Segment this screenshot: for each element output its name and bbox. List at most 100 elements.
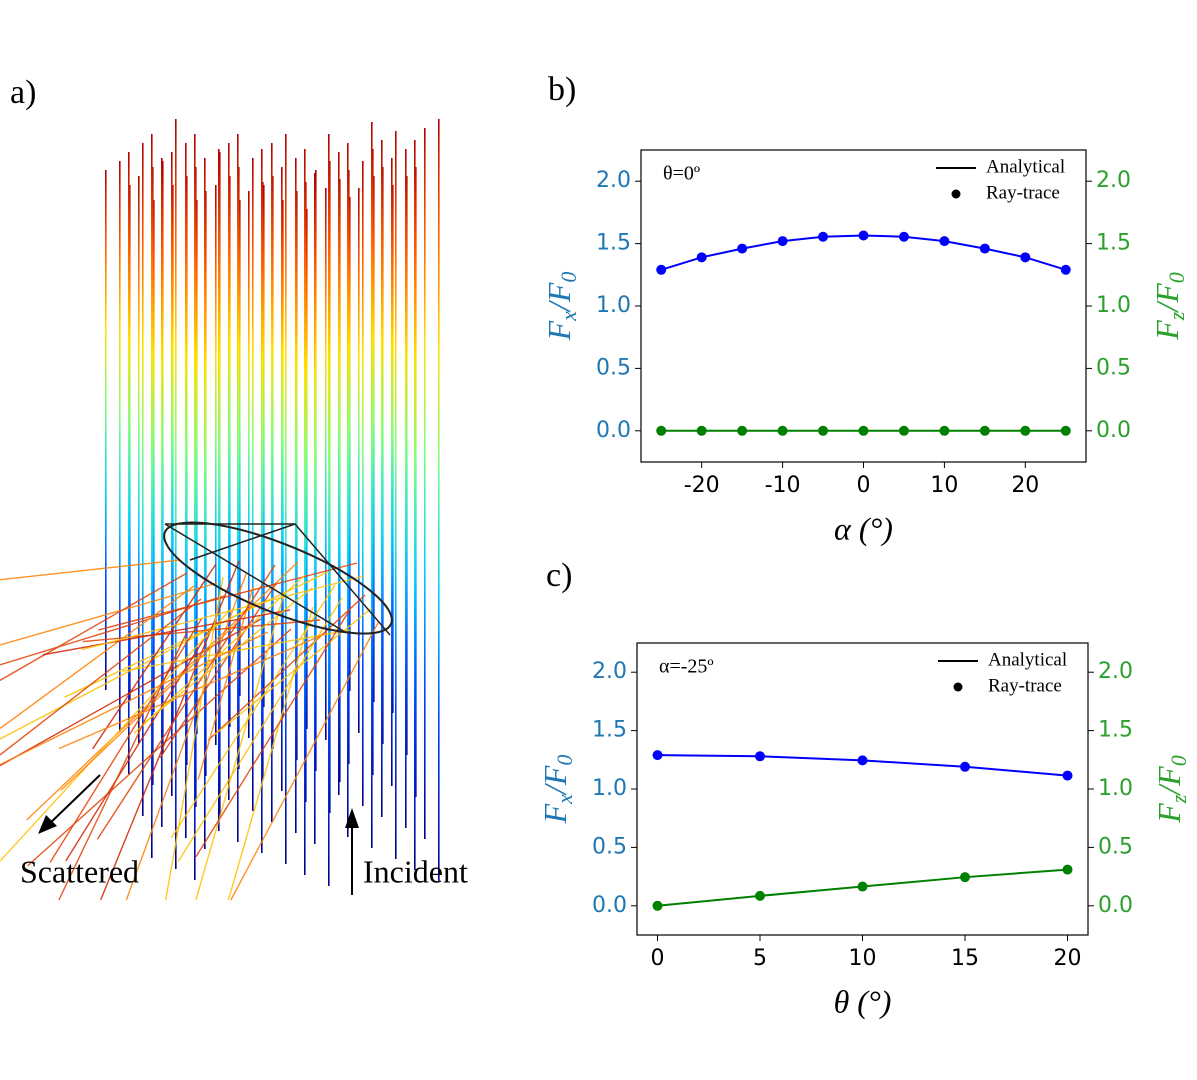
- incident-ray: [218, 149, 220, 831]
- incident-ray: [119, 161, 121, 732]
- incident-ray: [175, 119, 177, 869]
- legend-dot: [952, 190, 961, 199]
- x-tick-label: 20: [1054, 946, 1082, 971]
- data-point: [858, 755, 868, 765]
- incident-ray: [138, 176, 140, 743]
- data-point: [1063, 865, 1073, 875]
- data-point: [755, 751, 765, 761]
- incident-ray: [215, 185, 217, 745]
- incident-ray: [281, 167, 283, 791]
- y2-tick-label: 0.5: [1098, 834, 1133, 859]
- incident-ray: [347, 143, 349, 837]
- legend-label: Analytical: [988, 649, 1067, 670]
- x-tick-label: 15: [951, 946, 979, 971]
- data-point: [1061, 426, 1071, 436]
- y-tick-label: 1.0: [592, 776, 627, 801]
- incident-ray: [128, 152, 130, 774]
- incident-ray: [414, 140, 416, 870]
- label-part: /F: [1151, 766, 1187, 797]
- label-part: F: [1149, 320, 1185, 341]
- legend-label: Analytical: [986, 156, 1065, 177]
- data-point: [755, 891, 765, 901]
- y-tick-label: 0.0: [592, 893, 627, 918]
- data-point: [656, 426, 666, 436]
- x-tick-label: 0: [857, 473, 871, 498]
- y-axis-label: Fz/F0: [1149, 272, 1189, 341]
- panel-label: b): [548, 71, 576, 108]
- incident-ray: [261, 149, 263, 853]
- incident-ray: [328, 134, 330, 886]
- label-part: F: [537, 803, 573, 824]
- incident-ray: [295, 158, 297, 833]
- y2-tick-label: 1.5: [1098, 718, 1133, 743]
- legend-label: Ray-trace: [988, 675, 1062, 696]
- y2-tick-label: 0.0: [1098, 893, 1133, 918]
- y-tick-label: 2.0: [592, 659, 627, 684]
- y2-tick-label: 2.0: [1096, 168, 1131, 193]
- data-point: [859, 230, 869, 240]
- label-subscript: z: [1166, 794, 1191, 804]
- y2-tick-label: 0.0: [1096, 418, 1131, 443]
- incident-ray: [105, 170, 107, 690]
- incident-ray: [371, 122, 373, 848]
- label-part: F: [1151, 803, 1187, 824]
- y-tick-label: 0.5: [592, 834, 627, 859]
- label-subscript: x: [556, 311, 581, 322]
- incident-ray: [285, 134, 287, 864]
- data-point: [1020, 252, 1030, 262]
- ray-illustration: [0, 119, 440, 900]
- incident-ray: [438, 119, 440, 881]
- data-point: [737, 244, 747, 254]
- data-point: [653, 901, 663, 911]
- y-tick-label: 0.0: [596, 418, 631, 443]
- y-axis-label: Fz/F0: [1151, 755, 1191, 824]
- data-point: [1020, 426, 1030, 436]
- x-axis-label: α (°): [834, 510, 893, 546]
- incident-ray: [271, 143, 273, 822]
- incident-ray: [358, 188, 360, 733]
- data-point: [656, 265, 666, 275]
- data-point: [778, 426, 788, 436]
- y-tick-label: 1.5: [592, 718, 627, 743]
- panel-label: c): [546, 557, 572, 594]
- y2-tick-label: 2.0: [1098, 659, 1133, 684]
- data-point: [960, 872, 970, 882]
- scattered-ray: [228, 607, 313, 900]
- data-point: [859, 426, 869, 436]
- label-subscript: 0: [1166, 755, 1191, 766]
- x-tick-label: 5: [753, 946, 767, 971]
- annotation: Incident: [363, 853, 468, 889]
- x-tick-label: 0: [651, 946, 665, 971]
- annotation: α=-25º: [659, 656, 714, 678]
- label-part: /F: [537, 765, 573, 796]
- incident-ray: [424, 128, 426, 839]
- label-subscript: 0: [556, 272, 581, 283]
- series-line: [661, 235, 1066, 269]
- incident-ray: [161, 158, 163, 827]
- x-tick-label: 10: [930, 473, 958, 498]
- data-point: [939, 236, 949, 246]
- data-point: [778, 236, 788, 246]
- data-point: [939, 426, 949, 436]
- label-subscript: z: [1164, 311, 1189, 321]
- data-point: [960, 762, 970, 772]
- x-tick-label: 20: [1011, 473, 1039, 498]
- incident-ray: [185, 143, 187, 838]
- incident-ray: [228, 143, 230, 800]
- x-tick-label: -10: [765, 473, 801, 498]
- label-subscript: x: [552, 794, 577, 805]
- data-point: [818, 232, 828, 242]
- incident-ray: [304, 149, 306, 875]
- data-point: [858, 882, 868, 892]
- incident-ray: [381, 140, 383, 817]
- incident-ray: [151, 134, 153, 858]
- annotation: Scattered: [20, 853, 139, 889]
- label-subscript: 0: [1164, 272, 1189, 283]
- incident-ray: [204, 158, 206, 849]
- data-point: [899, 426, 909, 436]
- y2-tick-label: 0.5: [1096, 355, 1131, 380]
- y-tick-label: 0.5: [596, 355, 631, 380]
- panel-label: a): [10, 74, 36, 111]
- incident-ray: [395, 131, 397, 859]
- legend-dot: [954, 683, 963, 692]
